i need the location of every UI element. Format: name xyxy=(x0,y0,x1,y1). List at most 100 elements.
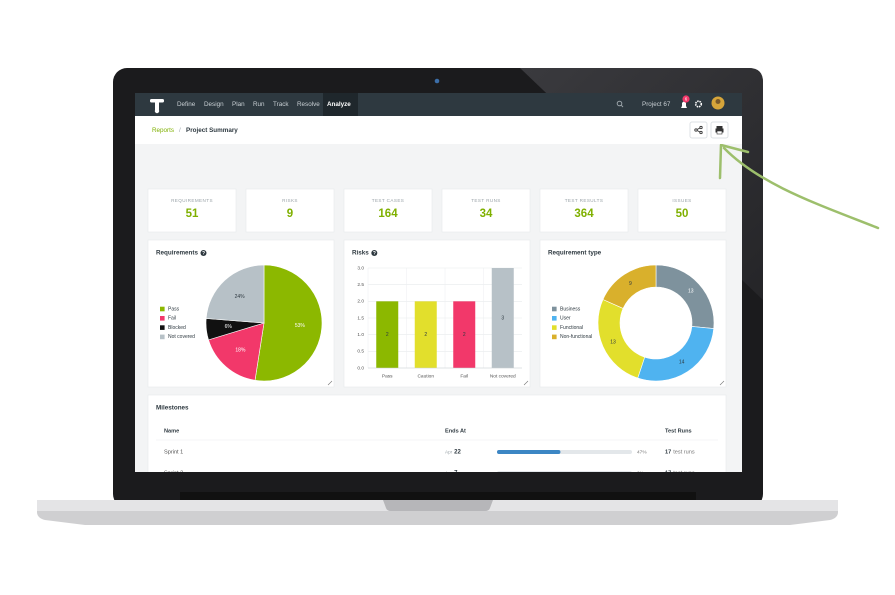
slice xyxy=(205,264,265,324)
column-header: Ends At xyxy=(445,428,466,434)
y-tick-label: 1.5 xyxy=(357,315,364,321)
nav-item[interactable]: Analyze xyxy=(327,101,351,108)
nav-active-bg xyxy=(323,93,358,116)
slice-label: 53% xyxy=(295,323,306,329)
print-icon xyxy=(715,126,724,135)
nav-item[interactable]: Plan xyxy=(232,101,245,108)
stat-label: RISKS xyxy=(282,198,298,203)
y-tick-label: 0.5 xyxy=(357,349,364,355)
slice xyxy=(208,322,265,381)
stat-value: 164 xyxy=(378,208,398,220)
milestone-month: Apr xyxy=(445,450,453,455)
stat-value: 34 xyxy=(480,208,493,220)
notification-badge xyxy=(682,95,690,103)
camera xyxy=(434,78,440,84)
column-header: Name xyxy=(164,428,179,434)
stat-card xyxy=(147,188,237,233)
gear-icon[interactable] xyxy=(694,100,703,108)
x-tick-label: Not covered xyxy=(490,373,516,379)
y-tick-label: 2.5 xyxy=(357,282,364,288)
stat-card xyxy=(637,188,727,233)
legend-swatch xyxy=(552,316,557,321)
legend-label: Blocked xyxy=(168,325,186,331)
base-notch xyxy=(383,500,493,511)
stat-label: TEST RUNS xyxy=(471,198,501,203)
slice-label: 13 xyxy=(688,289,694,295)
legend-swatch xyxy=(160,334,165,340)
x-tick-label: Fail xyxy=(460,373,468,379)
stat-value: 364 xyxy=(574,208,594,220)
stat-card xyxy=(441,188,531,233)
slice-label: 14 xyxy=(679,360,685,366)
avatar-face xyxy=(715,99,721,104)
chart-title: Risks xyxy=(352,250,369,257)
nav-item[interactable]: Run xyxy=(253,101,265,108)
slice-label: 9 xyxy=(629,281,632,287)
run-count: 17 xyxy=(665,449,671,455)
breadcrumb-link[interactable]: Reports xyxy=(152,127,174,134)
y-tick-label: 3.0 xyxy=(357,265,364,271)
search-icon[interactable] xyxy=(616,100,624,108)
legend-swatch xyxy=(160,316,165,321)
progress-label: 0% xyxy=(637,470,645,476)
progress-label: 47% xyxy=(637,449,647,455)
bar-label: 2 xyxy=(463,332,466,338)
nav-item[interactable]: Design xyxy=(204,101,224,108)
progress-track xyxy=(497,471,632,472)
legend-label: Fail xyxy=(168,316,176,322)
stat-card xyxy=(343,188,433,233)
y-tick-label: 1.0 xyxy=(357,332,364,338)
chart-title: Requirements xyxy=(156,250,198,257)
run-count: 17 xyxy=(665,470,671,476)
app: Define Design Plan Run Track Resolve Analyze Pr… xyxy=(135,93,742,477)
stat-label: TEST RESULTS xyxy=(565,198,604,203)
bar xyxy=(376,301,399,368)
project-name: Project 67 xyxy=(642,101,671,108)
run-label: test runs xyxy=(673,470,695,476)
bar xyxy=(491,268,514,368)
hinge xyxy=(180,492,696,500)
legend-label: User xyxy=(560,316,571,322)
slice xyxy=(602,264,657,309)
slice-label: 6% xyxy=(225,324,233,330)
x-tick-label: Caution xyxy=(417,373,434,379)
bar-label: 3 xyxy=(501,315,504,321)
column-header: Test Runs xyxy=(665,428,692,434)
header xyxy=(135,116,742,144)
stat-value: 50 xyxy=(676,208,689,220)
stat-label: ISSUES xyxy=(672,198,691,203)
slice-label: 18% xyxy=(235,347,246,353)
milestone-name: Sprint 1 xyxy=(164,449,183,455)
nav-bar xyxy=(135,93,742,116)
chart-title: Requirement type xyxy=(548,250,602,257)
resize-handle xyxy=(719,380,725,386)
stat-label: REQUIREMENTS xyxy=(171,198,213,203)
slice xyxy=(254,264,323,382)
milestone-day: 22 xyxy=(454,450,461,456)
nav-item[interactable]: Resolve xyxy=(297,101,320,108)
resize-handle xyxy=(523,380,529,386)
legend-label: Non-functional xyxy=(560,334,592,340)
bar-label: 2 xyxy=(386,332,389,338)
legend-swatch xyxy=(160,325,165,330)
bar-label: 2 xyxy=(424,332,427,338)
legend-swatch xyxy=(552,334,557,340)
bar xyxy=(414,301,437,368)
milestone-day: 7 xyxy=(454,471,458,477)
share-button[interactable] xyxy=(689,121,708,139)
legend-label: Functional xyxy=(560,325,583,331)
stat-label: TEST CASES xyxy=(372,198,405,203)
resize-handle xyxy=(327,380,333,386)
help-mark xyxy=(373,251,376,255)
bell-icon[interactable] xyxy=(681,101,687,109)
share-icon xyxy=(694,125,703,135)
legend-label: Business xyxy=(560,306,581,312)
stat-card xyxy=(539,188,629,233)
y-tick-label: 2.0 xyxy=(357,299,364,305)
nav-item[interactable]: Define xyxy=(177,101,196,108)
x-tick-label: Pass xyxy=(382,373,393,379)
arrow xyxy=(722,146,880,230)
stat-value: 9 xyxy=(287,208,293,220)
nav-item[interactable]: Track xyxy=(273,101,289,108)
